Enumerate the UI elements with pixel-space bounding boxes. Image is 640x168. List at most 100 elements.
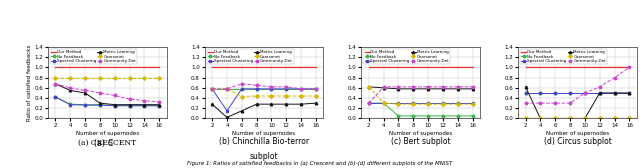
Our Method xyxy=(111,66,118,68)
Metric Learning xyxy=(81,92,89,94)
X-axis label: Number of supernodes: Number of supernodes xyxy=(389,131,452,136)
Community-Det xyxy=(611,77,618,79)
Community-Det xyxy=(208,88,216,90)
Line: Spectral Clustering: Spectral Clustering xyxy=(524,92,630,94)
No Feedback xyxy=(238,88,246,90)
Our Method xyxy=(566,66,574,68)
No Feedback xyxy=(223,88,231,90)
Our Method xyxy=(268,66,275,68)
Metric Learning xyxy=(223,116,231,118)
Community-Det xyxy=(454,86,461,88)
No Feedback xyxy=(156,105,163,107)
Legend: Our Method, No Feedback, Spectral Clustering, Metric Learning, Coarsenet, Commun: Our Method, No Feedback, Spectral Cluste… xyxy=(207,49,294,65)
Line: No Feedback: No Feedback xyxy=(524,92,630,94)
No Feedback xyxy=(439,115,447,117)
Metric Learning xyxy=(312,102,320,104)
Metric Learning xyxy=(208,103,216,105)
Line: Metric Learning: Metric Learning xyxy=(367,86,474,90)
Spectral Clustering xyxy=(365,102,372,104)
Line: No Feedback: No Feedback xyxy=(211,88,317,90)
No Feedback xyxy=(365,102,372,104)
Community-Det xyxy=(410,86,417,88)
Our Method xyxy=(551,66,559,68)
No Feedback xyxy=(208,88,216,90)
Metric Learning xyxy=(268,103,275,105)
Metric Learning xyxy=(52,83,60,85)
Our Method xyxy=(312,66,320,68)
No Feedback xyxy=(395,115,403,117)
No Feedback xyxy=(67,103,74,105)
Community-Det xyxy=(126,98,134,100)
Community-Det xyxy=(282,86,290,88)
Coarsenet xyxy=(312,95,320,97)
Coarsenet xyxy=(238,95,246,97)
Our Method xyxy=(81,66,89,68)
Our Method xyxy=(469,66,477,68)
Our Method xyxy=(223,66,231,68)
Community-Det xyxy=(238,83,246,85)
No Feedback xyxy=(126,105,134,107)
Metric Learning xyxy=(469,88,477,90)
Line: Spectral Clustering: Spectral Clustering xyxy=(367,102,474,104)
Metric Learning xyxy=(96,102,104,104)
No Feedback xyxy=(424,115,432,117)
Coarsenet xyxy=(395,103,403,105)
Community-Det xyxy=(581,92,589,94)
Community-Det xyxy=(111,94,118,96)
Coarsenet xyxy=(111,77,118,79)
Coarsenet xyxy=(141,77,148,79)
Metric Learning xyxy=(126,104,134,106)
Coarsenet xyxy=(596,117,604,119)
Spectral Clustering xyxy=(522,92,529,94)
No Feedback xyxy=(522,92,529,94)
Our Method xyxy=(625,66,633,68)
Metric Learning xyxy=(410,88,417,90)
Spectral Clustering xyxy=(566,92,574,94)
Our Method xyxy=(454,66,461,68)
Metric Learning xyxy=(625,92,633,94)
Coarsenet xyxy=(611,117,618,119)
Line: Metric Learning: Metric Learning xyxy=(211,102,317,119)
Coarsenet xyxy=(439,103,447,105)
Community-Det xyxy=(141,100,148,102)
Our Method xyxy=(126,66,134,68)
Line: Metric Learning: Metric Learning xyxy=(524,86,630,120)
Spectral Clustering xyxy=(141,105,148,107)
Community-Det xyxy=(253,84,260,86)
Line: Spectral Clustering: Spectral Clustering xyxy=(54,96,161,107)
Line: Community-Det: Community-Det xyxy=(524,66,631,105)
X-axis label: Number of supernodes: Number of supernodes xyxy=(546,131,609,136)
Coarsenet xyxy=(469,103,477,105)
Community-Det xyxy=(365,102,372,104)
Community-Det xyxy=(81,89,89,91)
Spectral Clustering xyxy=(581,92,589,94)
No Feedback xyxy=(581,92,589,94)
No Feedback xyxy=(253,88,260,90)
Our Method xyxy=(395,66,403,68)
Community-Det xyxy=(96,92,104,94)
Metric Learning xyxy=(424,88,432,90)
Coarsenet xyxy=(253,95,260,97)
No Feedback xyxy=(469,115,477,117)
Spectral Clustering xyxy=(312,88,320,90)
Text: subplot: subplot xyxy=(250,152,278,161)
Legend: Our Method, No Feedback, Spectral Clustering, Metric Learning, Coarsenet, Commun: Our Method, No Feedback, Spectral Cluste… xyxy=(50,49,137,65)
No Feedback xyxy=(298,88,305,90)
Spectral Clustering xyxy=(81,104,89,106)
Coarsenet xyxy=(81,77,89,79)
Community-Det xyxy=(522,102,529,104)
Community-Det xyxy=(566,102,574,104)
Spectral Clustering xyxy=(395,102,403,104)
Spectral Clustering xyxy=(126,105,134,107)
Metric Learning xyxy=(581,117,589,119)
No Feedback xyxy=(268,88,275,90)
Our Method xyxy=(96,66,104,68)
No Feedback xyxy=(312,88,320,90)
Coarsenet xyxy=(566,117,574,119)
Our Method xyxy=(596,66,604,68)
Our Method xyxy=(410,66,417,68)
Line: Metric Learning: Metric Learning xyxy=(54,82,161,106)
Metric Learning xyxy=(111,104,118,106)
Metric Learning xyxy=(141,104,148,106)
Spectral Clustering xyxy=(596,92,604,94)
